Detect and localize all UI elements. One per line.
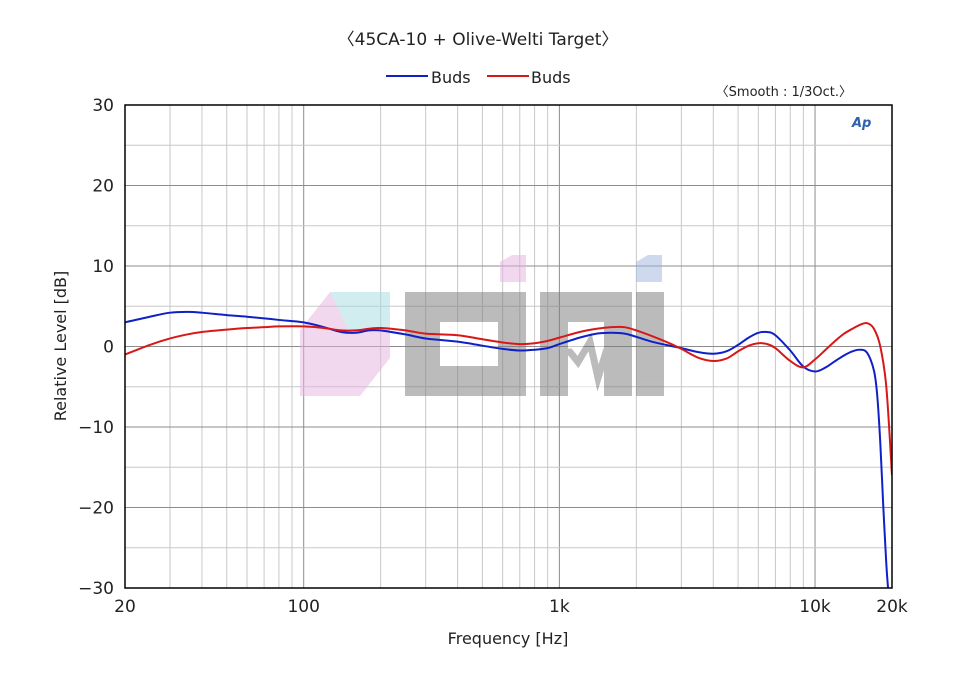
watermark-dot-1	[500, 255, 526, 282]
y-tick-label: 20	[92, 177, 114, 197]
watermark-signal-line	[560, 332, 618, 392]
brand-watermark	[300, 255, 664, 396]
x-axis-label: Frequency [Hz]	[448, 629, 569, 648]
y-tick-label: −20	[78, 499, 114, 519]
x-tick-label: 20	[114, 597, 136, 617]
series-line-2	[125, 321, 892, 476]
y-axis-label: Relative Level [dB]	[51, 271, 70, 422]
y-tick-label: 0	[103, 338, 114, 358]
x-tick-label: 10k	[799, 597, 831, 617]
smoothing-note: 〈Smooth : 1/3Oct.〉	[716, 85, 852, 100]
chart-title: 〈45CA-10 + Olive-Welti Target〉	[338, 30, 619, 50]
y-tick-label: −10	[78, 418, 114, 438]
y-tick-label: 10	[92, 257, 114, 277]
x-tick-label: 1k	[549, 597, 570, 617]
y-tick-label: 30	[92, 96, 114, 116]
plot-border	[124, 104, 893, 589]
legend-label-series-1: Buds	[431, 68, 471, 87]
data-series	[125, 310, 892, 589]
legend: Buds Buds	[386, 68, 571, 87]
x-tick-label: 20k	[876, 597, 908, 617]
legend-label-series-2: Buds	[531, 68, 571, 87]
ap-logo: Ap	[851, 116, 871, 131]
y-tick-label: −30	[78, 579, 114, 599]
watermark-dot-2	[636, 255, 662, 282]
series-line-1	[125, 310, 890, 589]
x-tick-label: 100	[287, 597, 319, 617]
y-axis: 30 20 10 0 −10 −20 −30	[78, 96, 114, 599]
watermark-hexagon-highlight	[330, 292, 390, 330]
x-axis: 20 100 1k 10k 20k	[114, 597, 908, 617]
